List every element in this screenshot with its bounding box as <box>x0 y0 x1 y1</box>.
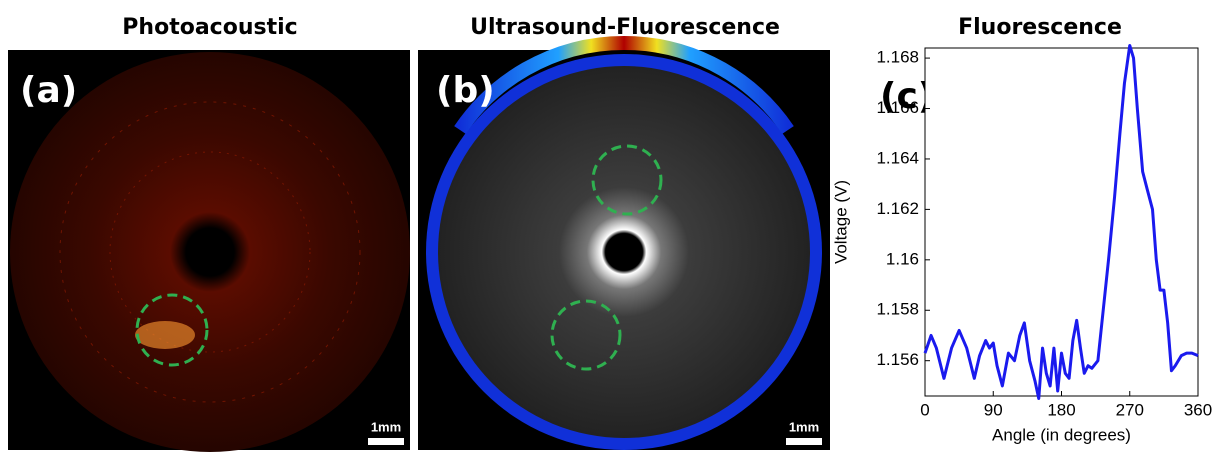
y-tick-label: 1.166 <box>876 98 919 117</box>
y-tick-label: 1.156 <box>876 350 919 369</box>
y-tick-label: 1.168 <box>876 48 919 67</box>
scale-bar <box>368 438 404 445</box>
photoacoustic-image <box>10 52 410 452</box>
x-tick-label: 0 <box>920 400 929 419</box>
scale-bar <box>786 438 822 445</box>
chart: 1.156 1.158 1.16 1.162 1.164 1.166 1.168 0 90 180… <box>831 45 1212 444</box>
hotspot <box>135 321 195 349</box>
y-tick-label: 1.164 <box>876 148 919 167</box>
panel-title: Fluorescence <box>958 15 1122 40</box>
x-tick-label: 360 <box>1184 400 1212 419</box>
scale-label: 1mm <box>371 419 401 434</box>
x-tick-label: 180 <box>1047 400 1075 419</box>
x-axis-label: Angle (in degrees) <box>992 425 1131 444</box>
y-axis-label: Voltage (V) <box>831 180 850 264</box>
x-tick-label: 270 <box>1116 400 1144 419</box>
y-tick-label: 1.158 <box>876 300 919 319</box>
page: Photoacoustic Ultrasound-Fluorescence Fl… <box>0 0 1217 453</box>
y-tick-label: 1.162 <box>876 199 919 218</box>
panel-title: Photoacoustic <box>122 15 297 40</box>
panel-label: (a) <box>20 70 77 111</box>
x-tick-label: 90 <box>984 400 1003 419</box>
figure: Photoacoustic Ultrasound-Fluorescence Fl… <box>0 0 1217 453</box>
ultrasound-image <box>438 66 810 438</box>
scale-label: 1mm <box>789 419 819 434</box>
y-tick-label: 1.16 <box>886 249 919 268</box>
panel-label: (b) <box>436 70 495 111</box>
